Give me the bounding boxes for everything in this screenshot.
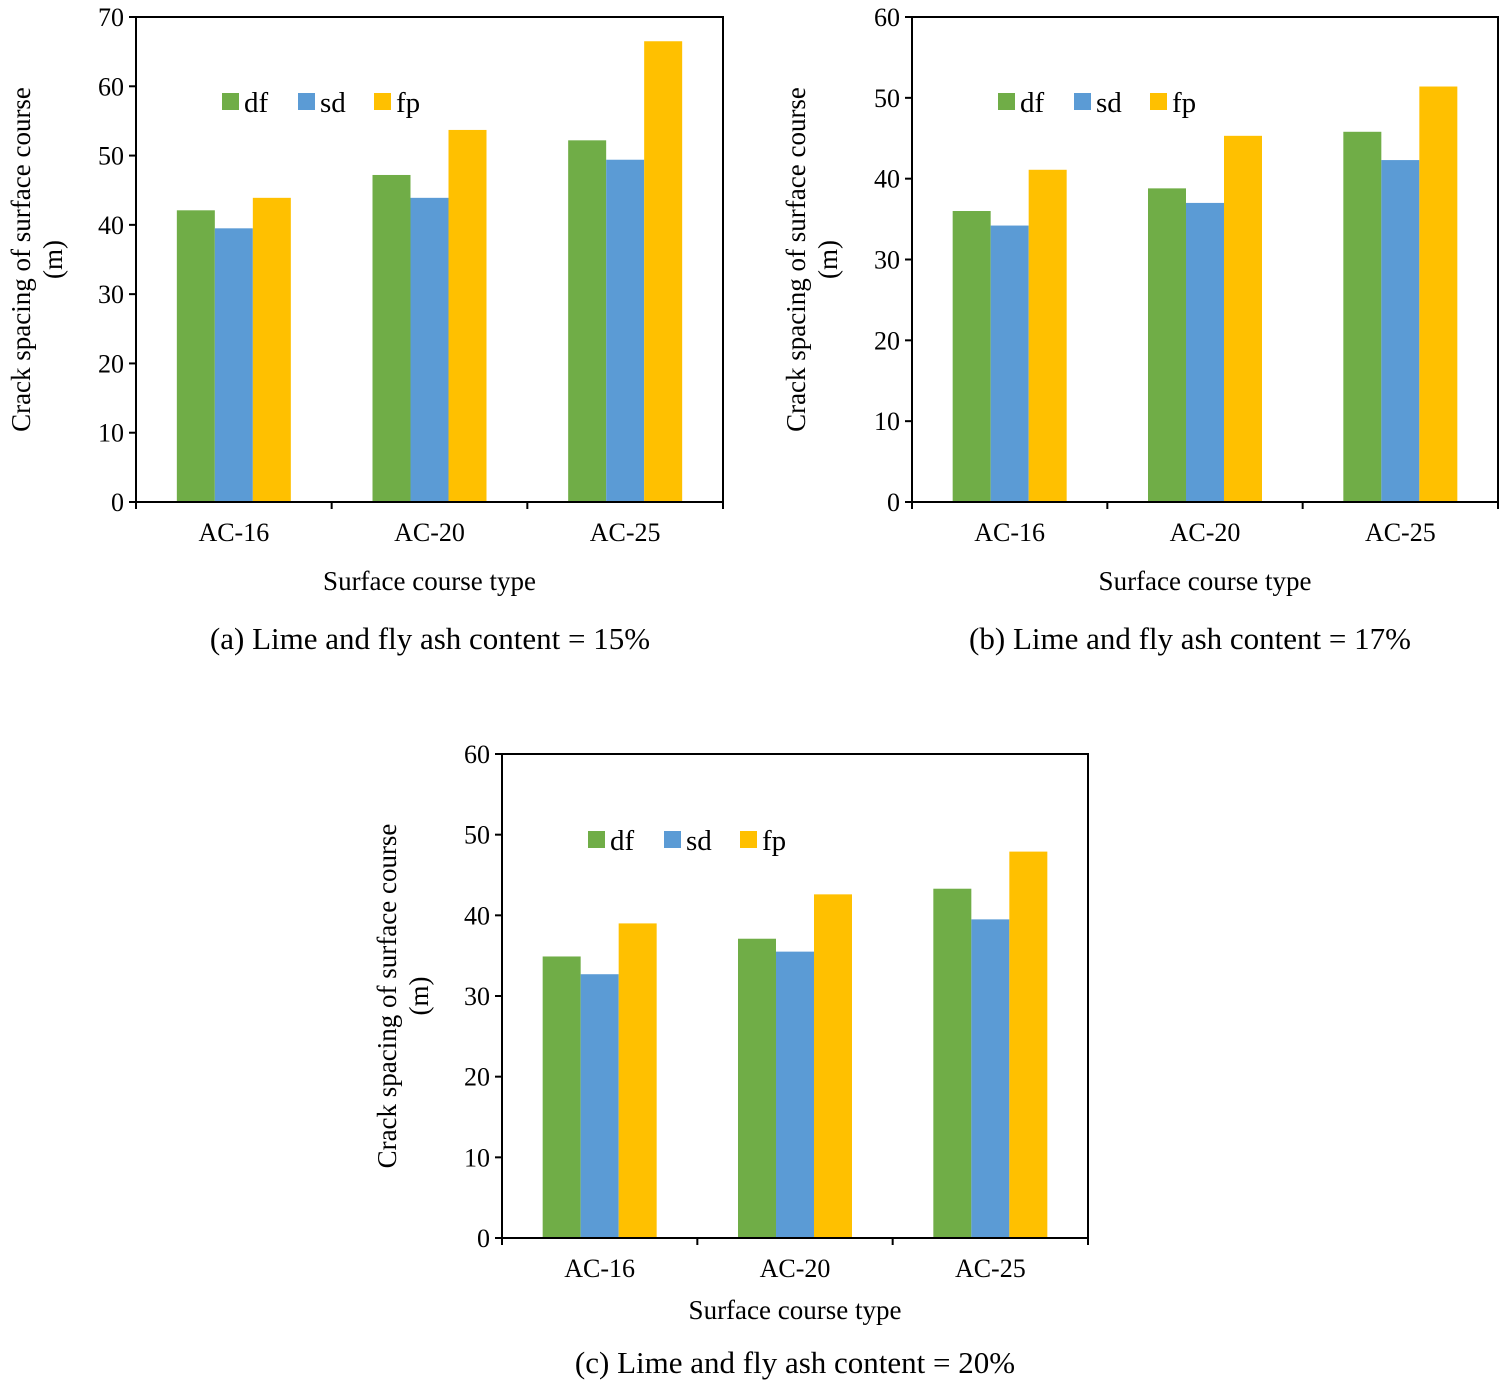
legend-swatch-sd — [298, 93, 315, 110]
bar-fp-ac-25 — [1009, 851, 1048, 1238]
legend-label-df: df — [1020, 87, 1045, 119]
bar-df-ac-25 — [933, 888, 972, 1238]
legend-swatch-df — [998, 93, 1015, 110]
bar-sd-ac-20 — [1186, 202, 1224, 502]
bar-sd-ac-20 — [410, 197, 449, 503]
x-tick-label: AC-25 — [1365, 518, 1436, 547]
legend-swatch-sd — [1074, 93, 1091, 110]
y-tick-label: 40 — [874, 165, 900, 194]
legend-swatch-fp — [1150, 93, 1167, 110]
legend-label-sd: sd — [1096, 87, 1122, 119]
y-tick-label: 40 — [464, 901, 490, 930]
panel-caption: (a) Lime and fly ash content = 15% — [210, 621, 650, 656]
x-tick-label: AC-20 — [760, 1254, 831, 1283]
x-tick-label: AC-25 — [590, 518, 661, 547]
y-tick-label: 30 — [464, 982, 490, 1011]
x-tick-label: AC-16 — [564, 1254, 635, 1283]
panel-caption: (c) Lime and fly ash content = 20% — [575, 1345, 1015, 1380]
bar-sd-ac-16 — [990, 225, 1029, 503]
bar-sd-ac-25 — [971, 919, 1010, 1238]
y-tick-label: 0 — [887, 488, 900, 517]
bar-sd-ac-25 — [606, 159, 645, 502]
bar-fp-ac-20 — [448, 129, 487, 502]
legend-label-fp: fp — [396, 87, 420, 119]
y-tick-label: 10 — [464, 1143, 490, 1172]
x-tick-label: AC-16 — [974, 518, 1045, 547]
y-tick-label: 60 — [874, 3, 900, 32]
x-axis-title: Surface course type — [323, 566, 536, 596]
x-tick-label: AC-20 — [394, 518, 465, 547]
bar-fp-ac-25 — [1419, 86, 1458, 503]
legend-label-sd: sd — [320, 87, 346, 119]
x-axis-title: Surface course type — [1099, 566, 1312, 596]
panel-caption: (b) Lime and fly ash content = 17% — [969, 621, 1411, 656]
y-axis-title: Crack spacing of surface course — [372, 824, 402, 1169]
bar-df-ac-16 — [542, 956, 581, 1238]
y-tick-label: 60 — [464, 740, 490, 769]
bar-fp-ac-20 — [814, 894, 852, 1238]
legend-swatch-fp — [740, 831, 757, 848]
bar-sd-ac-16 — [214, 228, 253, 503]
y-tick-label: 10 — [874, 407, 900, 436]
legend-swatch-fp — [374, 93, 391, 110]
legend-label-sd: sd — [686, 825, 712, 857]
y-tick-label: 60 — [98, 72, 124, 101]
bar-df-ac-20 — [1148, 188, 1186, 502]
bar-fp-ac-16 — [618, 923, 657, 1238]
bar-fp-ac-16 — [1028, 169, 1067, 502]
bar-df-ac-25 — [568, 140, 607, 503]
y-tick-label: 50 — [464, 821, 490, 850]
chart-panel-1: 0 10 20 30 40 50 60 AC-16 AC-20 AC-25 df sd fp Surfac… — [781, 3, 1499, 656]
y-tick-label: 0 — [111, 488, 124, 517]
plot-frame — [135, 16, 724, 503]
x-tick-label: AC-25 — [955, 1254, 1026, 1283]
y-axis-title: Crack spacing of surface course — [6, 87, 36, 432]
bar-sd-ac-20 — [776, 951, 814, 1238]
y-tick-label: 40 — [98, 211, 124, 240]
x-tick-label: AC-20 — [1170, 518, 1241, 547]
y-tick-label: 50 — [874, 84, 900, 113]
chart-panel-2: 0 10 20 30 40 50 60 AC-16 AC-20 AC-25 df sd fp Surfac… — [372, 740, 1089, 1380]
y-tick-label: 30 — [98, 280, 124, 309]
y-axis-title: Crack spacing of surface course — [781, 87, 811, 432]
y-axis-unit: (m) — [404, 977, 434, 1016]
y-tick-label: 50 — [98, 142, 124, 171]
legend-label-fp: fp — [762, 825, 786, 857]
bar-df-ac-25 — [1343, 131, 1382, 503]
legend-label-df: df — [610, 825, 635, 857]
y-tick-label: 20 — [874, 326, 900, 355]
legend-swatch-df — [588, 831, 605, 848]
bar-df-ac-20 — [738, 938, 776, 1238]
x-tick-label: AC-16 — [198, 518, 269, 547]
legend-swatch-df — [222, 93, 239, 110]
y-tick-label: 10 — [98, 419, 124, 448]
x-axis-title: Surface course type — [689, 1295, 902, 1325]
y-axis-unit: (m) — [38, 240, 68, 279]
legend-label-fp: fp — [1172, 87, 1196, 119]
y-tick-label: 20 — [98, 349, 124, 378]
legend-swatch-sd — [664, 831, 681, 848]
bar-fp-ac-25 — [644, 41, 683, 502]
bar-df-ac-16 — [952, 211, 991, 502]
bar-sd-ac-16 — [580, 974, 619, 1238]
bar-sd-ac-25 — [1381, 160, 1420, 502]
y-tick-label: 0 — [477, 1224, 490, 1253]
bar-df-ac-16 — [176, 210, 215, 503]
y-tick-label: 30 — [874, 246, 900, 275]
y-tick-label: 20 — [464, 1063, 490, 1092]
y-axis-unit: (m) — [813, 240, 843, 279]
chart-panel-0: 0 10 20 30 40 50 60 70 AC-16 AC-20 AC-25 df sd fp Surf… — [6, 3, 724, 656]
bar-df-ac-20 — [372, 174, 411, 502]
bar-fp-ac-16 — [252, 197, 291, 503]
legend-label-df: df — [244, 87, 269, 119]
bar-fp-ac-20 — [1224, 135, 1262, 502]
y-tick-label: 70 — [98, 3, 124, 32]
